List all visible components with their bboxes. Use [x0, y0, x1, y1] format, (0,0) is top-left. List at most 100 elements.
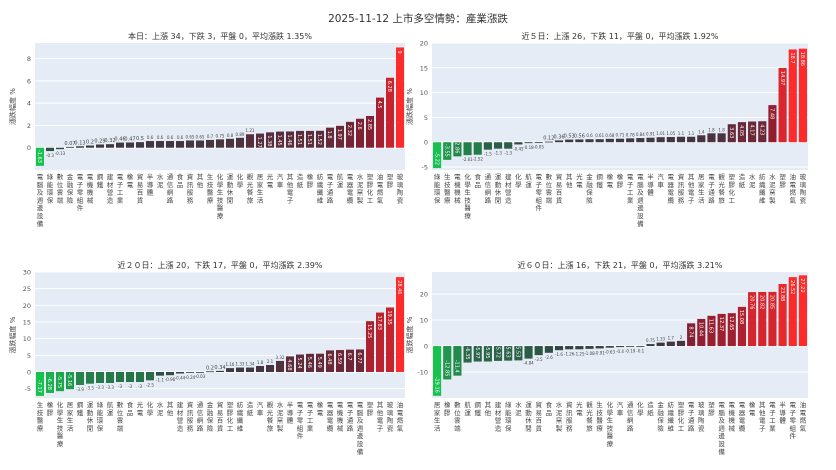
x-tick-char: 鋼 [97, 172, 104, 181]
y-tick-label: 15 [23, 319, 31, 327]
x-tick-label: 觀光餐旅 [247, 172, 254, 204]
x-tick-char: 電 [327, 401, 334, 409]
bar-value-label: 23.88 [779, 287, 785, 301]
x-tick-char: 光 [267, 172, 274, 181]
x-tick-char: 電 [117, 173, 124, 181]
bar-value-label: 20.85 [769, 295, 775, 309]
x-tick-char: 機 [454, 180, 461, 189]
y-tick-label: 8 [27, 55, 31, 63]
bar-value-label: 2 [680, 335, 683, 340]
x-tick-char: 居 [698, 173, 705, 181]
x-tick-char: 機 [87, 188, 94, 197]
x-tick-char: 設 [718, 439, 725, 448]
x-tick-char: 化 [227, 416, 234, 425]
bar [687, 136, 696, 143]
x-tick-char: 週 [637, 195, 644, 204]
x-tick-char: 休 [87, 416, 94, 425]
x-tick-char: 療 [607, 439, 614, 448]
x-tick-char: 油 [397, 400, 404, 409]
x-tick-label: 橡電 [607, 172, 614, 189]
x-tick-char: 險 [657, 423, 664, 432]
x-tick-char: 紙 [739, 180, 746, 189]
x-tick-char: 子 [377, 424, 384, 432]
x-tick-char: 膠 [307, 181, 314, 189]
x-tick-label: 塑膠 [779, 172, 786, 189]
bar-value-label: 18.86 [799, 52, 805, 66]
x-tick-char: 資 [187, 400, 194, 409]
x-tick-char: 玻 [397, 172, 404, 181]
bar-value-label: -3 [118, 384, 122, 389]
x-tick-char: 運 [464, 408, 471, 417]
x-tick-label: 塑膠 [708, 400, 715, 417]
x-tick-char: 邊 [718, 431, 725, 440]
x-tick-char: 保 [47, 195, 54, 204]
x-tick-char: 腦 [718, 408, 725, 417]
x-tick-char: 鋼 [77, 400, 84, 409]
bar-value-label: -7.17 [36, 380, 42, 393]
bar-value-label: 0.2 [206, 365, 214, 371]
x-tick-label: 通信網路 [627, 400, 634, 432]
bar-value-label: 0.47 [124, 136, 135, 142]
x-tick-char: 塑 [367, 172, 374, 181]
x-tick-char: 膠 [444, 409, 451, 417]
x-tick-char: 車 [257, 408, 264, 417]
x-tick-char: 雲 [117, 417, 124, 425]
x-tick-char: 電 [729, 401, 736, 409]
x-tick-char: 學 [217, 180, 224, 189]
bar-value-label: -12.85 [443, 360, 449, 376]
bar-value-label: -0.4 [616, 349, 624, 354]
x-tick-char: 燃 [397, 416, 404, 425]
x-tick-char: 光 [247, 180, 254, 189]
x-tick-label: 玻璃陶瓷 [397, 172, 404, 204]
x-tick-char: 學 [237, 180, 244, 189]
x-tick-char: 醫 [207, 189, 214, 197]
x-tick-label: 油電燃氣 [790, 172, 797, 204]
x-tick-char: 機 [454, 188, 461, 197]
bar [186, 140, 194, 148]
x-tick-label: 食品 [177, 172, 184, 189]
x-tick-char: 及 [718, 417, 725, 425]
x-tick-char: 生 [217, 188, 224, 197]
x-tick-char: 金 [67, 172, 74, 181]
x-tick-char: 易 [535, 409, 542, 417]
bar [246, 134, 254, 148]
x-tick-char: 光 [267, 408, 274, 417]
x-tick-char: 技 [607, 423, 614, 432]
y-tick-label: 15 [420, 64, 428, 72]
x-tick-char: 電 [576, 181, 583, 189]
x-tick-char: 貿 [535, 400, 542, 409]
x-tick-char: 他 [688, 180, 695, 189]
bar [758, 291, 767, 347]
bar-value-label: 4.23 [758, 124, 764, 135]
bar [748, 292, 757, 347]
x-tick-label: 其他 [485, 401, 492, 417]
x-tick-char: 化 [729, 188, 736, 197]
x-tick-char: 貨 [535, 423, 542, 432]
bar-value-label: -0.03 [195, 374, 206, 379]
bar [226, 368, 234, 372]
x-tick-char: 資 [187, 172, 194, 181]
x-tick-char: 子 [347, 409, 354, 417]
x-tick-char: 械 [337, 423, 344, 432]
bar-value-label: 1.52 [316, 134, 322, 145]
x-tick-char: 纜 [327, 423, 334, 432]
x-tick-char: 服 [678, 189, 685, 197]
bar-value-label: 1.8 [257, 360, 264, 365]
y-axis-title: 漲跌幅度 % [8, 88, 17, 125]
x-tick-char: 業 [307, 423, 314, 432]
x-tick-char: 其 [287, 173, 294, 181]
x-tick-char: 資 [566, 400, 573, 409]
x-tick-char: 貨 [556, 195, 563, 204]
x-tick-char: 他 [287, 180, 294, 189]
x-tick-label: 綠能環保 [434, 172, 441, 204]
x-tick-char: 子 [117, 181, 124, 189]
x-tick-char: 化 [237, 172, 244, 181]
x-tick-char: 電 [739, 401, 746, 409]
x-tick-char: 氣 [800, 423, 807, 432]
bar [326, 127, 334, 148]
bar-value-label: 1.51 [296, 134, 302, 145]
x-tick-char: 醫 [464, 204, 471, 212]
x-tick-char: 導 [287, 408, 294, 417]
x-tick-char: 零 [535, 189, 542, 197]
x-tick-char: 電 [535, 173, 542, 181]
